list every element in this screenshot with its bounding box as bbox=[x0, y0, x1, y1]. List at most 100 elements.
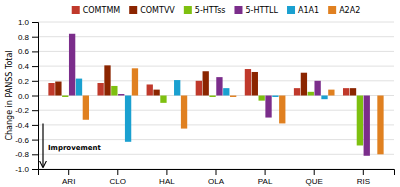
bar-series bbox=[76, 79, 328, 142]
y-tick-label: -0.4 bbox=[15, 121, 29, 130]
bar bbox=[69, 34, 75, 96]
y-axis-title: Change in PANSS Total bbox=[5, 50, 14, 140]
bar bbox=[230, 96, 236, 97]
y-axis: -1.0-0.8-0.6-0.4-0.20.00.20.40.60.81.0 bbox=[15, 18, 38, 174]
bar bbox=[216, 77, 222, 95]
y-tick: -0.8 bbox=[15, 150, 38, 159]
y-tick-label: 0.0 bbox=[18, 92, 30, 101]
bar bbox=[321, 96, 327, 100]
annotation-arrow bbox=[42, 123, 43, 167]
grid-line bbox=[38, 36, 394, 37]
x-tick-label: ARI bbox=[62, 177, 75, 186]
x-tick-label: OLA bbox=[208, 177, 225, 186]
bar bbox=[314, 81, 320, 96]
plot: -1.0-0.8-0.6-0.4-0.20.00.20.40.60.81.0AR… bbox=[15, 18, 394, 186]
bar bbox=[83, 96, 89, 120]
bar bbox=[279, 96, 285, 124]
x-tick-label: HAL bbox=[159, 177, 175, 186]
grid-line bbox=[38, 154, 394, 155]
bar bbox=[364, 96, 370, 156]
legend-swatch bbox=[287, 6, 295, 14]
legend-label: A1A1 bbox=[298, 6, 319, 15]
y-tick-label: 0.6 bbox=[18, 47, 30, 56]
bar bbox=[111, 86, 117, 96]
y-tick: -0.6 bbox=[15, 136, 38, 145]
x-tick-mark bbox=[68, 169, 69, 175]
grid-line bbox=[38, 95, 394, 96]
bar bbox=[223, 88, 229, 95]
bar bbox=[357, 96, 363, 146]
y-tick-mark bbox=[32, 66, 38, 67]
x-tick-mark bbox=[117, 169, 118, 175]
y-tick-mark bbox=[32, 169, 38, 170]
bar bbox=[328, 90, 334, 96]
bar bbox=[245, 69, 251, 95]
y-tick: 0.2 bbox=[18, 77, 38, 86]
legend-item: 5-HTTLL bbox=[234, 6, 278, 15]
bar bbox=[259, 96, 265, 101]
x-tick-mark bbox=[166, 169, 167, 175]
x-tick: CLO bbox=[110, 169, 126, 186]
bar bbox=[265, 96, 271, 118]
y-tick-label: 0.2 bbox=[18, 77, 30, 86]
bar bbox=[62, 96, 68, 97]
x-tick-label: CLO bbox=[110, 177, 126, 186]
chart: -1.0-0.8-0.6-0.4-0.20.00.20.40.60.81.0AR… bbox=[0, 0, 400, 187]
grid-line bbox=[38, 51, 394, 52]
x-tick: ARI bbox=[62, 169, 75, 186]
bar bbox=[294, 88, 300, 95]
y-tick-mark bbox=[32, 140, 38, 141]
bar bbox=[350, 88, 356, 95]
bar bbox=[377, 96, 383, 155]
y-tick: 1.0 bbox=[18, 18, 38, 27]
bar-series bbox=[48, 69, 349, 95]
y-tick: 0.8 bbox=[18, 33, 38, 42]
legend-swatch bbox=[234, 6, 242, 14]
legend-item: COMTVV bbox=[129, 6, 175, 15]
bar-series bbox=[69, 34, 370, 156]
grid-line bbox=[38, 22, 394, 23]
bar bbox=[76, 79, 82, 96]
legend-label: COMTMM bbox=[83, 6, 121, 15]
x-tick: QUE bbox=[306, 169, 323, 186]
bar bbox=[174, 80, 180, 95]
x-tick-mark bbox=[314, 169, 315, 175]
x-axis-line bbox=[39, 170, 395, 176]
y-tick: 0.6 bbox=[18, 47, 38, 56]
bar bbox=[272, 96, 278, 97]
bar bbox=[147, 84, 153, 95]
y-tick: -1.0 bbox=[15, 165, 38, 174]
y-tick-label: 1.0 bbox=[18, 18, 30, 27]
y-tick-label: -0.8 bbox=[15, 150, 29, 159]
bar bbox=[48, 83, 54, 95]
y-tick-mark bbox=[32, 154, 38, 155]
bar bbox=[308, 92, 314, 96]
bar bbox=[370, 95, 376, 96]
bar bbox=[181, 96, 187, 129]
y-tick-label: -0.2 bbox=[15, 106, 29, 115]
y-axis-line bbox=[32, 23, 39, 170]
bar bbox=[209, 96, 215, 97]
y-tick-label: -0.6 bbox=[15, 136, 29, 145]
legend-item: COMTMM bbox=[72, 6, 121, 15]
x-tick-mark bbox=[265, 169, 266, 175]
bar-series bbox=[55, 65, 356, 95]
legend-label: 5-HTTss bbox=[195, 6, 226, 15]
y-tick-mark bbox=[32, 125, 38, 126]
legend-item: 5-HTTss bbox=[184, 6, 226, 15]
grid-line bbox=[38, 110, 394, 111]
legend-swatch bbox=[72, 6, 80, 14]
bar bbox=[132, 68, 138, 95]
y-tick-mark bbox=[32, 22, 38, 23]
y-tick: -0.2 bbox=[15, 106, 38, 115]
x-tick-label: QUE bbox=[306, 177, 323, 186]
bar bbox=[203, 71, 209, 95]
annotation: Improvement bbox=[48, 144, 102, 152]
bar bbox=[55, 82, 61, 96]
bar bbox=[104, 65, 110, 95]
y-tick-label: -1.0 bbox=[15, 165, 29, 174]
y-tick: -0.4 bbox=[15, 121, 38, 130]
bar bbox=[118, 94, 124, 95]
bar bbox=[160, 96, 166, 103]
bar-series bbox=[83, 68, 384, 154]
